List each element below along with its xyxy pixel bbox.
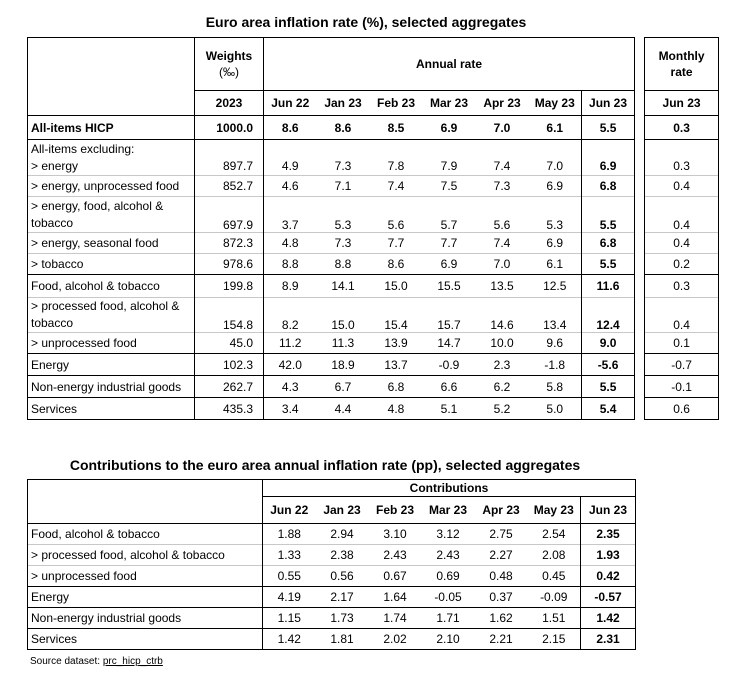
table-row: > energy, food, alcohol & tobacco 697.9 3…: [27, 196, 720, 233]
header-row: Weights (‰) Annual rate Monthly rate: [27, 37, 720, 91]
column-header: Mar 23: [422, 90, 476, 116]
table-row: Non-energy industrial goods 1.15 1.73 1.…: [27, 607, 637, 629]
table-row: > energy, unprocessed food 852.7 4.6 7.1…: [27, 175, 720, 197]
column-header: Jun 23: [580, 90, 636, 116]
column-header: Apr 23: [475, 90, 529, 116]
inflation-rate-table: Weights (‰) Annual rate Monthly rate 202…: [27, 37, 720, 420]
column-header: Jun 22: [263, 90, 317, 116]
inflation-table-title: Euro area inflation rate (%), selected a…: [205, 14, 527, 30]
column-header: Mar 23: [421, 496, 475, 524]
table-row: > energy 897.7 4.9 7.3 7.8 7.9 7.4 7.0 6…: [27, 157, 720, 176]
contributions-table-title: Contributions to the euro area annual in…: [69, 457, 581, 473]
source-note: Source dataset: prc_hicp_ctrb: [30, 656, 163, 667]
table-row: > unprocessed food 0.55 0.56 0.67 0.69 0…: [27, 565, 637, 587]
table-row: Energy 102.3 42.0 18.9 13.7 -0.9 2.3 -1.…: [27, 353, 720, 376]
column-header: May 23: [528, 90, 582, 116]
table-row: Services 1.42 1.81 2.02 2.10 2.21 2.15 2…: [27, 628, 637, 650]
monthly-rate-header: Monthly rate: [644, 37, 720, 91]
column-header: May 23: [527, 496, 581, 524]
table-row: Services 435.3 3.4 4.4 4.8 5.1 5.2 5.0 5…: [27, 397, 720, 420]
header-row: Contributions: [27, 479, 637, 497]
table-row: Energy 4.19 2.17 1.64 -0.05 0.37 -0.09 -…: [27, 586, 637, 608]
table-row: > unprocessed food 45.0 11.2 11.3 13.9 1…: [27, 332, 720, 354]
column-header: Jan 23: [316, 90, 370, 116]
column-header-row: Jun 22 Jan 23 Feb 23 Mar 23 Apr 23 May 2…: [27, 496, 637, 524]
weights-year: 2023: [194, 90, 264, 116]
contributions-table: Contributions Jun 22 Jan 23 Feb 23 Mar 2…: [27, 479, 637, 650]
column-header-row: 2023 Jun 22 Jan 23 Feb 23 Mar 23 Apr 23 …: [27, 90, 720, 116]
column-header: Feb 23: [369, 90, 423, 116]
annual-rate-header: Annual rate: [263, 37, 636, 91]
table-row: Food, alcohol & tobacco 199.8 8.9 14.1 1…: [27, 274, 720, 298]
table-row: Food, alcohol & tobacco 1.88 2.94 3.10 3…: [27, 523, 637, 545]
monthly-column-header: Jun 23: [644, 90, 720, 116]
source-dataset-link[interactable]: prc_hicp_ctrb: [102, 656, 163, 667]
table-row: > tobacco 978.6 8.8 8.8 8.6 6.9 7.0 6.1 …: [27, 253, 720, 275]
source-label: Source dataset:: [30, 656, 103, 667]
table-row: > energy, seasonal food 872.3 4.8 7.3 7.…: [27, 232, 720, 254]
table-row: > processed food, alcohol & tobacco 1.33…: [27, 544, 637, 566]
excluding-label-row: All-items excluding:: [27, 139, 720, 158]
all-items-hicp-row: All-items HICP 1000.0 8.6 8.6 8.5 6.9 7.…: [27, 115, 720, 140]
column-header: Apr 23: [474, 496, 528, 524]
column-header: Jun 23: [579, 496, 637, 524]
column-header: Jun 22: [262, 496, 316, 524]
table-row: > processed food, alcohol & tobacco 154.8…: [27, 297, 720, 333]
column-header: Jan 23: [315, 496, 369, 524]
table-row: Non-energy industrial goods 262.7 4.3 6.…: [27, 375, 720, 398]
column-header: Feb 23: [368, 496, 422, 524]
weights-header: Weights (‰): [194, 37, 264, 91]
contributions-header: Contributions: [261, 479, 637, 497]
